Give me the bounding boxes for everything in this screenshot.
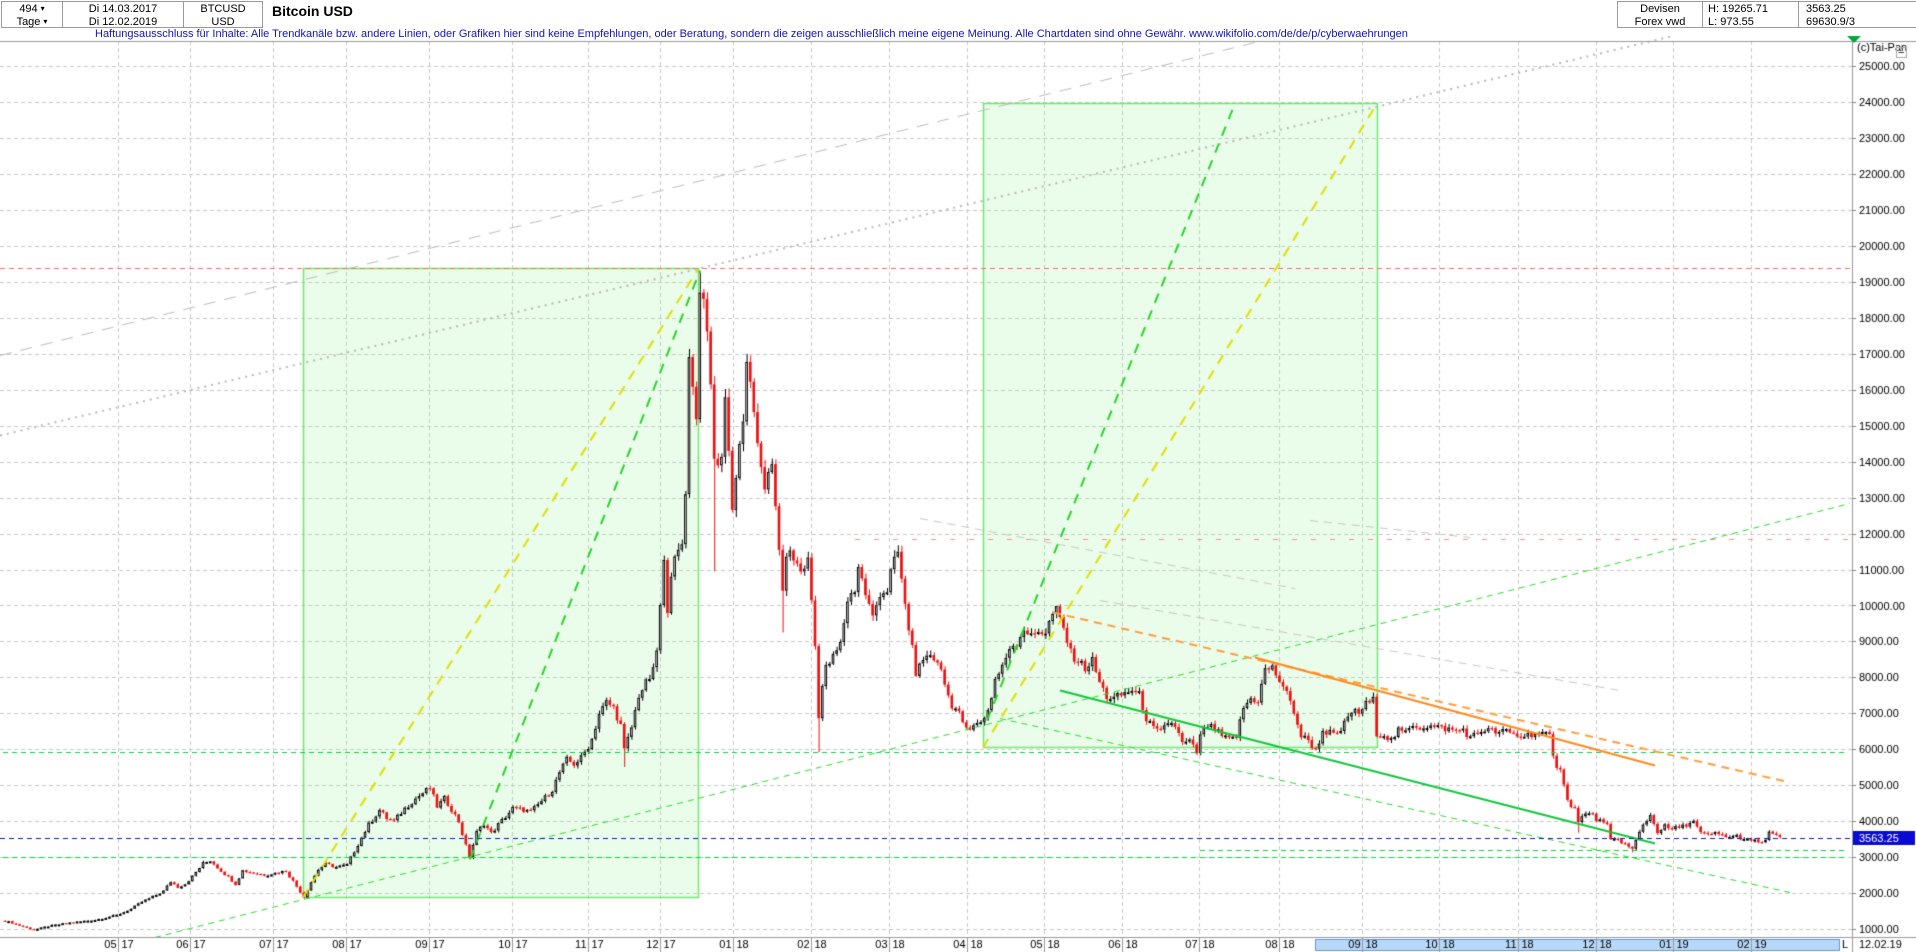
feed-cell: Devisen Forex vwd <box>1617 1 1703 28</box>
last-price-value: 3563.25 <box>1806 2 1846 15</box>
secondary-value: 69630.9/3 <box>1806 15 1855 28</box>
symbol-cell: BTCUSD USD <box>183 1 263 28</box>
high-value: H: 19265.71 <box>1708 2 1768 15</box>
date-to-field[interactable]: Di 12.02.2019 <box>88 15 158 28</box>
period-dropdown[interactable]: Tage ▾ <box>2 15 62 28</box>
bars-period-cell: 494 ▾ Tage ▾ <box>1 1 63 28</box>
high-low-cell: H: 19265.71 L: 973.55 <box>1702 1 1799 28</box>
chevron-down-icon: ▾ <box>40 3 45 13</box>
disclaimer-text: Haftungsausschluss für Inhalte: Alle Tre… <box>95 28 1408 40</box>
last-price-cell: 3563.25 69630.9/3 <box>1798 1 1916 28</box>
feed-name: Devisen <box>1640 2 1680 15</box>
symbol-value[interactable]: BTCUSD <box>200 2 246 15</box>
low-value: L: 973.55 <box>1708 15 1754 28</box>
chevron-down-icon: ▾ <box>43 16 48 26</box>
chart-header: 494 ▾ Tage ▾ Di 14.03.2017 Di 12.02.2019… <box>0 0 1916 28</box>
bars-count-dropdown[interactable]: 494 ▾ <box>2 2 62 15</box>
date-from-field[interactable]: Di 14.03.2017 <box>88 2 158 15</box>
bars-count-value: 494 <box>19 2 38 15</box>
period-value: Tage <box>16 15 41 28</box>
feed-source: Forex vwd <box>1634 15 1686 28</box>
date-range-cell: Di 14.03.2017 Di 12.02.2019 <box>62 1 184 28</box>
currency-value: USD <box>211 15 235 28</box>
page-title: Bitcoin USD <box>272 3 353 19</box>
